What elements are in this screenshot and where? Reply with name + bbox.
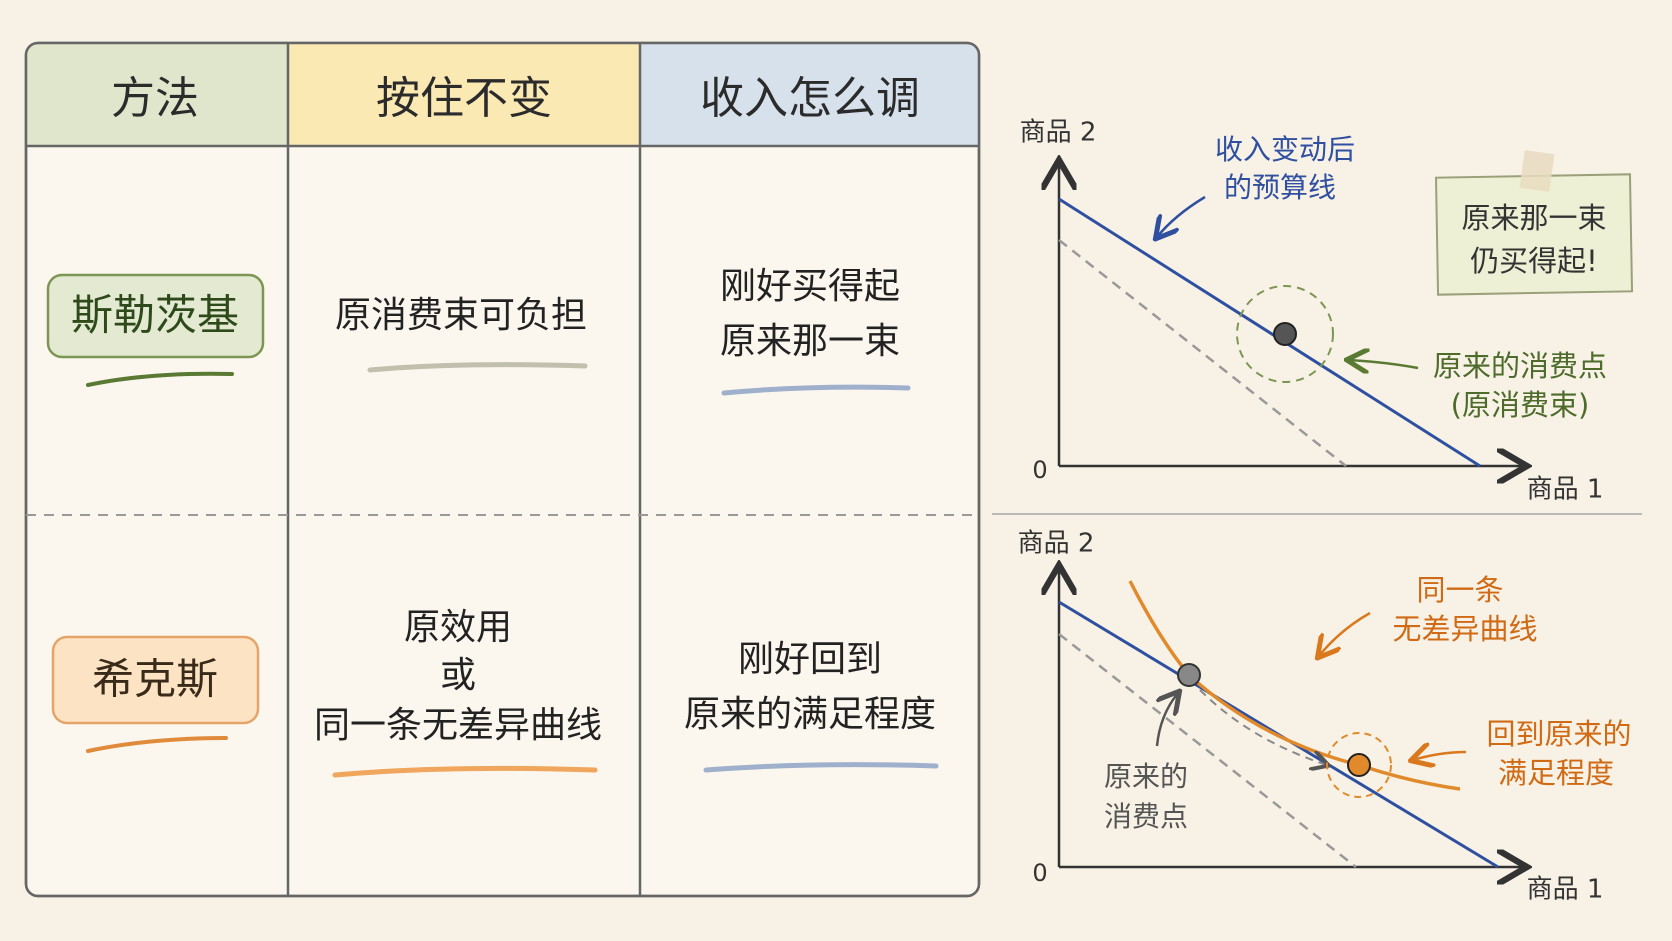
y-axis-label: 商品 2 — [1020, 118, 1097, 148]
cell-text: 原效用 — [404, 607, 512, 648]
annotation: 无差异曲线 — [1392, 612, 1537, 646]
origin-label: 0 — [1032, 859, 1047, 887]
annotation: 同一条 — [1416, 573, 1503, 607]
header: 按住不变 — [376, 73, 552, 124]
underline — [332, 765, 598, 778]
annotation: 的预算线 — [1224, 171, 1336, 204]
table-border — [24, 41, 981, 898]
annotation: 原来的消费点 — [1433, 349, 1607, 383]
arrow — [1413, 752, 1467, 760]
hicks-diagram: 商品 2 商品 1 0 同一条 无差异曲线 回到原来的 满足程度 原来的 消费点 — [1018, 529, 1632, 905]
header-bg — [288, 43, 640, 146]
method-badge — [46, 273, 265, 359]
x-axis-label: 商品 1 — [1527, 875, 1604, 905]
header: 方法 — [111, 73, 199, 124]
tape — [1519, 150, 1555, 192]
cell-text: 同一条无差异曲线 — [314, 705, 602, 746]
annotation: 收入变动后 — [1215, 133, 1355, 166]
method: 希克斯 — [92, 655, 218, 704]
cell-text: 原消费束可负担 — [335, 295, 587, 336]
header-bg — [26, 43, 288, 146]
cell-text: 原来那一束 — [720, 321, 900, 362]
annotation: 原来的 — [1104, 760, 1188, 793]
underline — [86, 736, 228, 753]
method: 斯勒茨基 — [71, 291, 239, 340]
annotation: 满足程度 — [1498, 756, 1614, 790]
underline — [721, 384, 911, 396]
annotation: 回到原来的 — [1486, 717, 1631, 751]
indifference-curve — [1128, 580, 1461, 791]
cell-text: 或 — [440, 655, 476, 696]
method-badge — [51, 635, 260, 725]
cell-text: 原来的满足程度 — [684, 694, 936, 735]
new-point — [1347, 753, 1371, 777]
consumption-point — [1273, 322, 1297, 346]
arrow — [1349, 360, 1419, 368]
highlight-circle — [1236, 285, 1334, 383]
arrow — [1157, 195, 1206, 237]
x-axis-label: 商品 1 — [1527, 475, 1604, 505]
cell-text: 刚好买得起 — [720, 266, 900, 307]
highlight-circle — [1326, 732, 1392, 798]
old-point — [1177, 663, 1201, 687]
underline — [86, 371, 234, 387]
arrow — [1157, 693, 1178, 747]
comparison-table: 方法 按住不变 收入怎么调 斯勒茨基 原消费束可负担 刚好买得起 原来那一束 希… — [24, 41, 981, 898]
new-budget-line — [1058, 197, 1481, 468]
header-bg — [640, 43, 979, 146]
header: 收入怎么调 — [700, 73, 920, 124]
cell-text: 刚好回到 — [738, 639, 882, 680]
old-budget-line — [1058, 633, 1357, 868]
origin-label: 0 — [1032, 456, 1047, 484]
old-budget-line — [1058, 239, 1347, 467]
annotation: 消费点 — [1104, 800, 1188, 833]
underline — [703, 762, 939, 773]
annotation: (原消费束) — [1451, 388, 1590, 422]
note-text: 仍买得起! — [1470, 244, 1598, 278]
underline — [367, 362, 588, 373]
y-axis-label: 商品 2 — [1018, 529, 1095, 559]
note-text: 原来那一束 — [1461, 201, 1606, 235]
arrow — [1319, 611, 1371, 656]
movement-arrow — [1199, 689, 1327, 765]
slutsky-diagram: 商品 2 商品 1 0 收入变动后 的预算线 原来的消费点 (原消费束) 原来那… — [1020, 118, 1634, 505]
